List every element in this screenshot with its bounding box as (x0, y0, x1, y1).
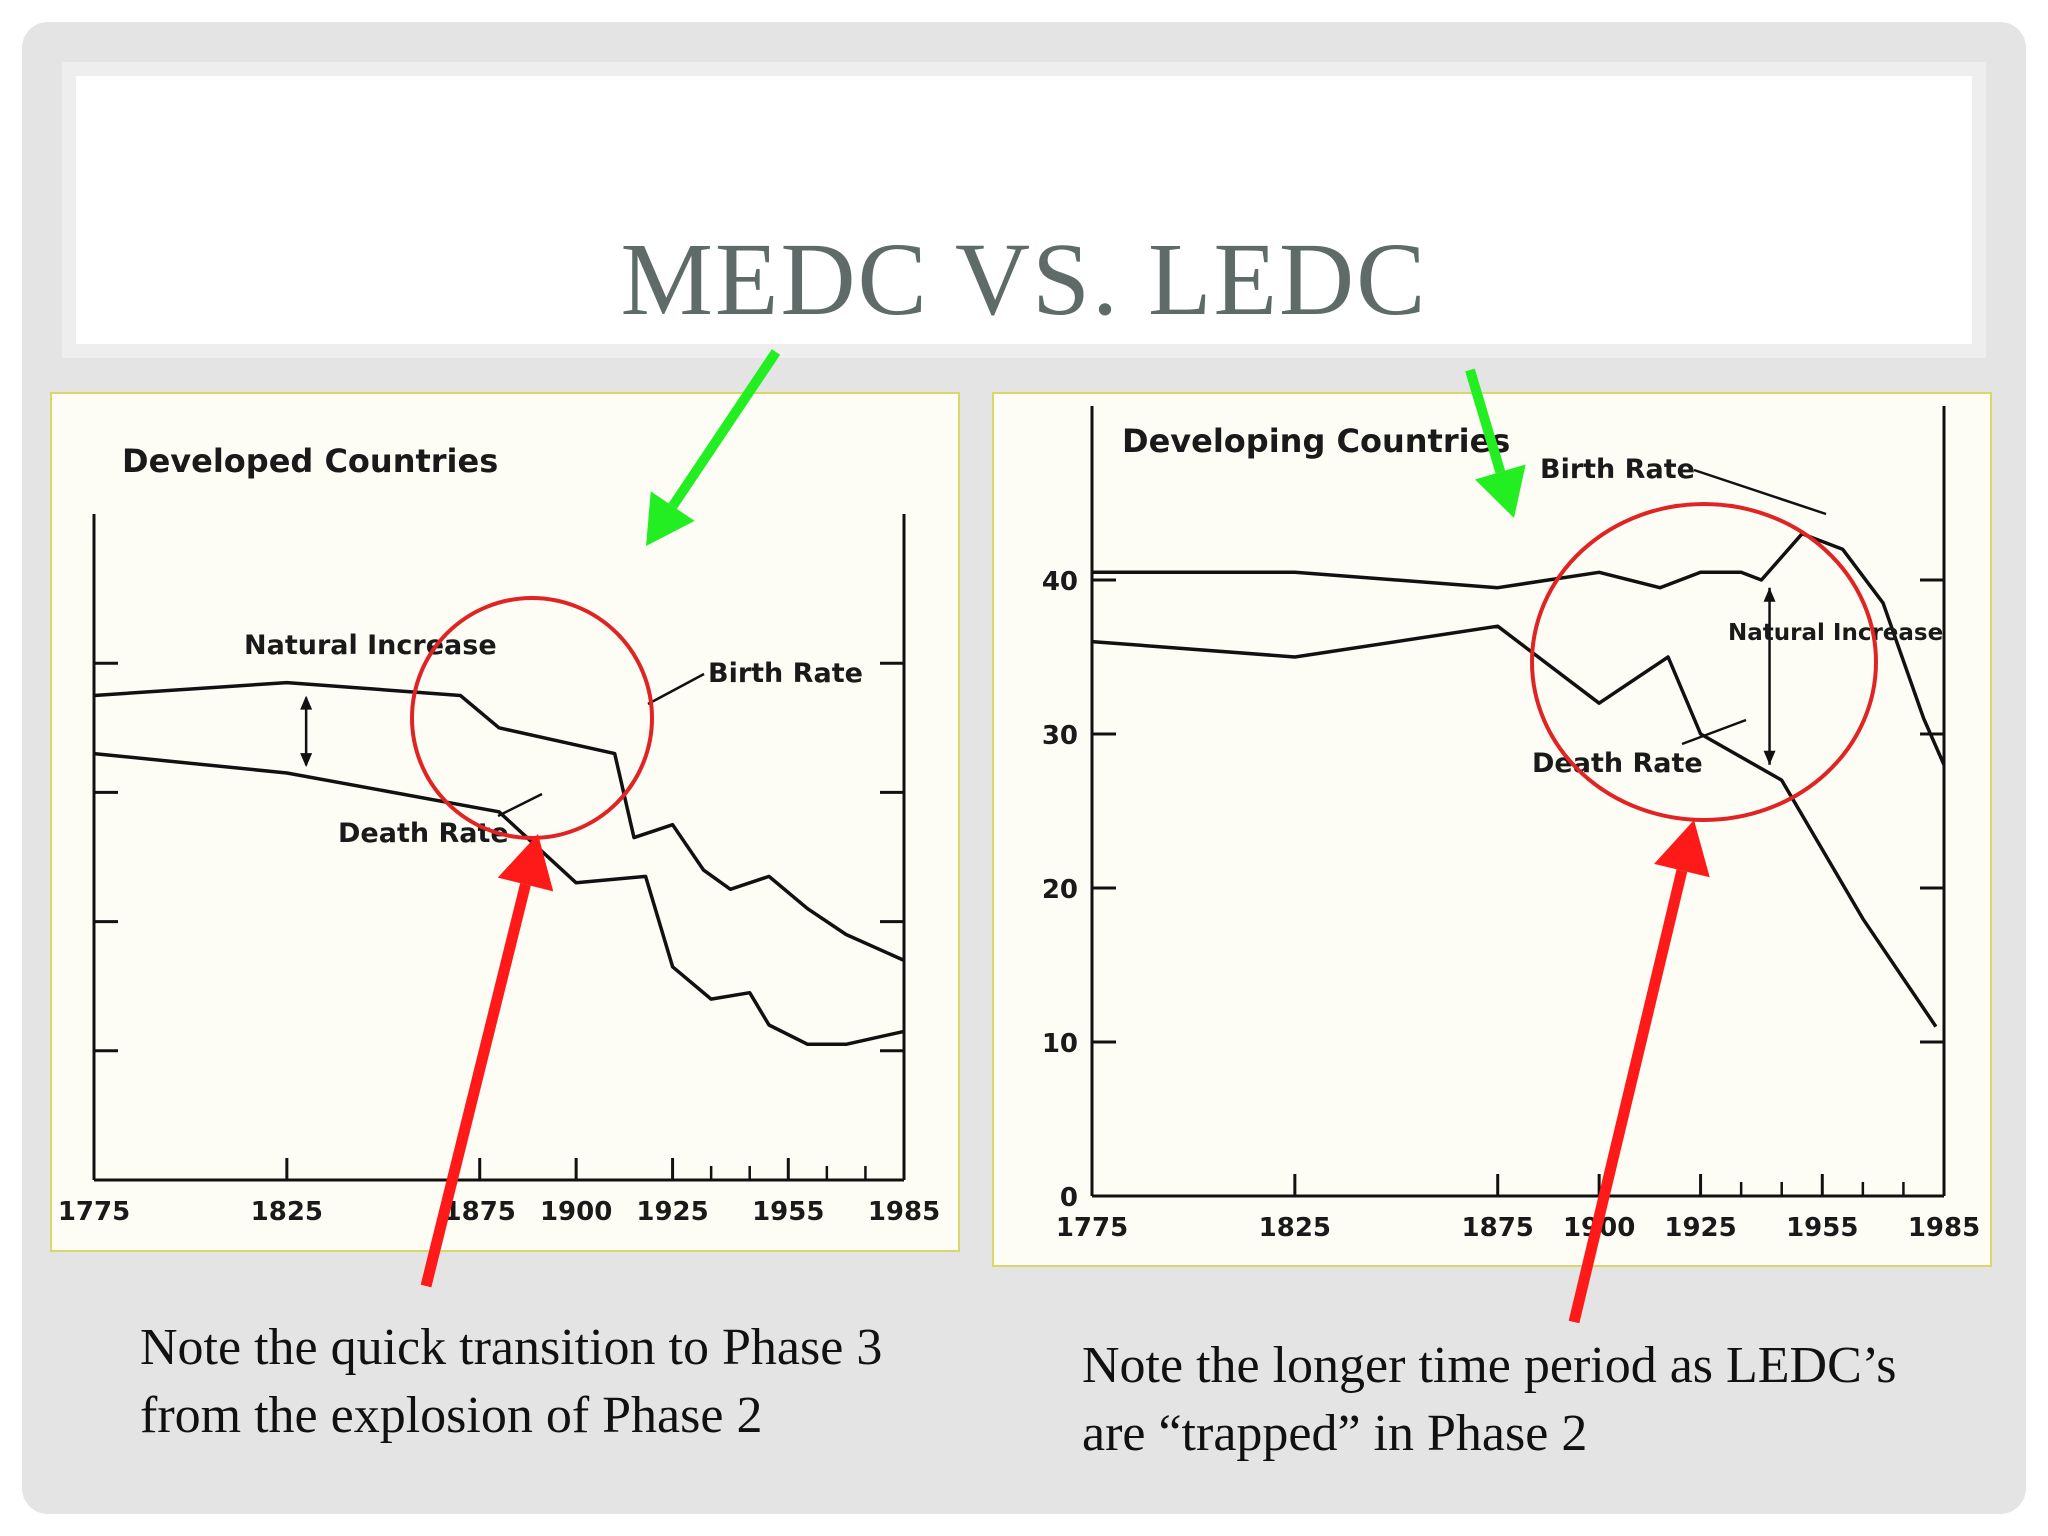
arrow-head-down (300, 753, 313, 768)
caption-ledc: Note the longer time period as LEDC’s ar… (1082, 1337, 1897, 1462)
chart-title: Developing Countries (1122, 422, 1510, 460)
natural-increase-label: Natural Increase (244, 630, 497, 661)
y-tick-label: 10 (1042, 1029, 1078, 1059)
x-tick-label: 1925 (1664, 1213, 1736, 1243)
chart-title: Developed Countries (122, 442, 498, 480)
x-tick-label: 1955 (752, 1197, 824, 1227)
x-tick-label: 1900 (540, 1197, 612, 1227)
birth-rate-label: Birth Rate (708, 658, 863, 689)
developing-chart-svg: 0 10 20 30 40 1775 1825 1875 1900 1925 1955 1985 Dev… (1042, 406, 1980, 1243)
death-rate-leader (497, 792, 543, 818)
x-tick-label: 1775 (58, 1197, 130, 1227)
title-banner (62, 62, 1986, 358)
series-line-birth-rate (1092, 532, 1946, 766)
arrow-head-down (1763, 750, 1776, 765)
x-tick-label: 1925 (636, 1197, 708, 1227)
developing-countries-chart: 0 10 20 30 40 1775 1825 1875 1900 1925 1955 1985 Dev… (992, 392, 1992, 1267)
y-tick-label: 40 (1042, 567, 1078, 597)
series-line-death-rate (1091, 624, 1938, 1028)
birth-rate-label: Birth Rate (1540, 454, 1695, 485)
developed-chart-svg: 1775 1825 1875 1900 1925 1955 1985 Developed Co… (58, 442, 940, 1227)
developed-countries-chart: 1775 1825 1875 1900 1925 1955 1985 Developed Co… (50, 392, 960, 1252)
y-tick-label: 0 (1060, 1183, 1078, 1213)
x-tick-label: 1775 (1056, 1213, 1128, 1243)
death-rate-label: Death Rate (338, 818, 509, 849)
y-tick-label: 20 (1042, 875, 1078, 905)
x-tick-label: 1900 (1563, 1213, 1635, 1243)
slide-title: MEDC VS. LEDC (620, 222, 1428, 337)
x-tick-label: 1875 (1462, 1213, 1534, 1243)
arrow-head-up (300, 695, 313, 710)
birth-rate-leader (647, 672, 705, 706)
x-tick-label: 1985 (868, 1197, 940, 1227)
series-line-death-rate (93, 751, 905, 1047)
x-tick-label: 1825 (251, 1197, 323, 1227)
caption-medc: Note the quick transition to Phase 3 fro… (140, 1319, 883, 1444)
y-tick-label: 30 (1042, 721, 1078, 751)
death-rate-label: Death Rate (1532, 748, 1703, 779)
arrow-head-up (1763, 587, 1776, 602)
birth-rate-leader (1693, 468, 1827, 516)
natural-increase-label: Natural Increase (1728, 620, 1943, 646)
x-tick-label: 1985 (1908, 1213, 1980, 1243)
x-tick-label: 1875 (444, 1197, 516, 1227)
x-tick-label: 1825 (1259, 1213, 1331, 1243)
x-tick-label: 1955 (1786, 1213, 1858, 1243)
